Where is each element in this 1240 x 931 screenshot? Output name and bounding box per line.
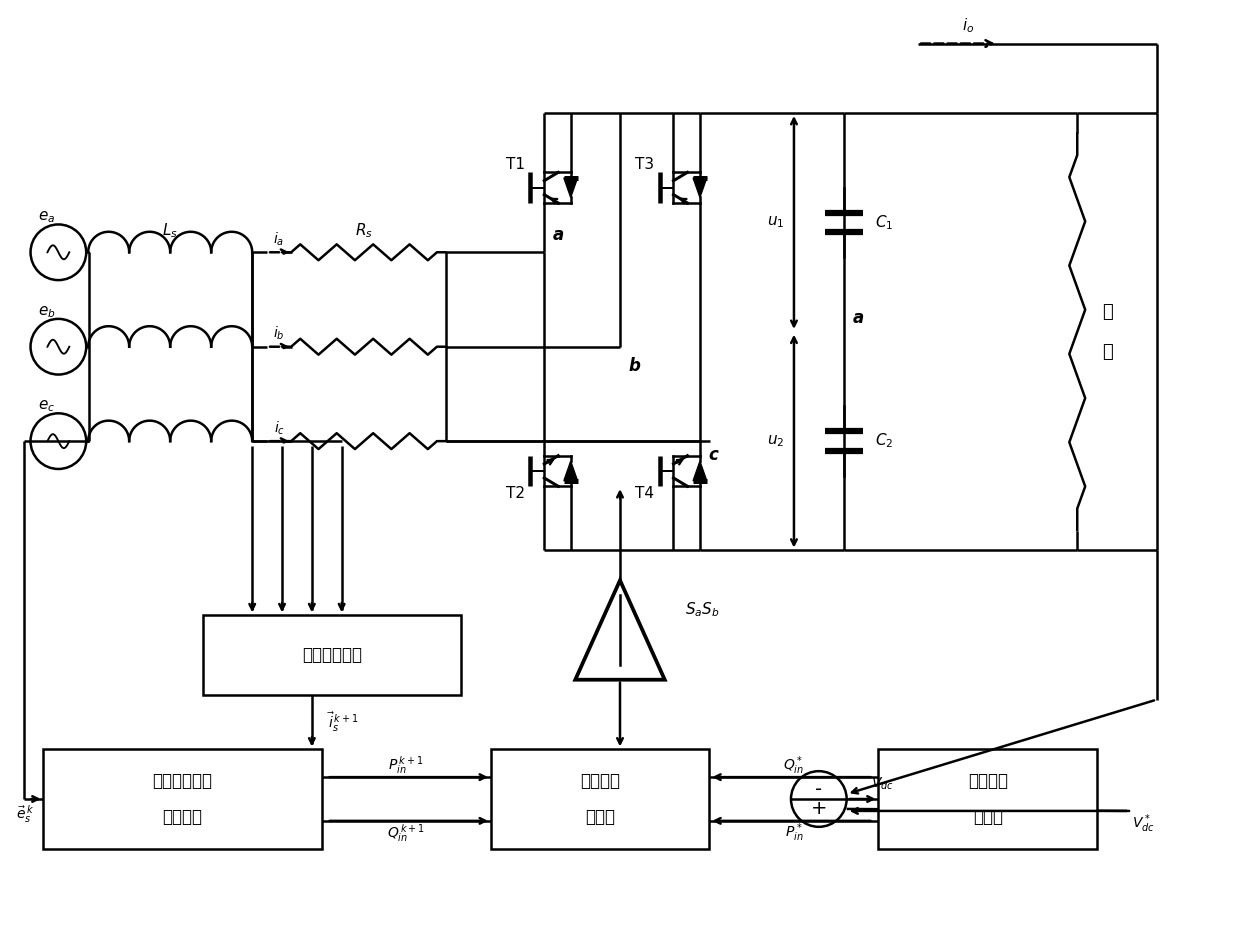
Text: -: - [815,779,822,799]
Text: $Q_{in}^*$: $Q_{in}^*$ [784,754,805,776]
Text: $\boldsymbol{a}$: $\boldsymbol{a}$ [852,309,864,327]
Text: $S_aS_b$: $S_aS_b$ [684,600,719,619]
Bar [878,749,1097,849]
Text: $\vec{i}_s^{\,k+1}$: $\vec{i}_s^{\,k+1}$ [327,710,358,734]
Text: T2: T2 [506,486,525,501]
Text: $L_s$: $L_s$ [162,221,179,240]
Text: $C_2$: $C_2$ [875,432,894,451]
Bar [491,749,709,849]
Text: $R_s$: $R_s$ [355,221,373,240]
Polygon shape [693,461,707,480]
Bar [43,749,322,849]
Text: 最小化: 最小化 [585,808,615,826]
Text: $P_{in}^{\,k+1}$: $P_{in}^{\,k+1}$ [388,754,424,776]
Text: $i_o$: $i_o$ [962,16,975,35]
Text: 负: 负 [1102,303,1112,321]
Text: 预测电流矢量: 预测电流矢量 [301,646,362,664]
Text: $i_a$: $i_a$ [274,231,285,248]
Text: $V_{dc}$: $V_{dc}$ [872,776,894,792]
Text: $i_b$: $i_b$ [273,325,285,343]
Text: $u_1$: $u_1$ [766,215,784,230]
Bar [202,615,461,695]
Text: $e_c$: $e_c$ [38,398,55,414]
Text: $\boldsymbol{b}$: $\boldsymbol{b}$ [627,357,641,374]
Text: $u_2$: $u_2$ [766,433,784,449]
Text: $\vec{e}_s^{\,k}$: $\vec{e}_s^{\,k}$ [16,803,33,825]
Text: T3: T3 [635,157,653,172]
Text: $Q_{in}^{\,k+1}$: $Q_{in}^{\,k+1}$ [387,822,425,843]
Text: T1: T1 [506,157,525,172]
Text: $i_c$: $i_c$ [274,420,285,437]
Text: 无功功率: 无功功率 [162,808,202,826]
Text: $e_a$: $e_a$ [38,209,55,225]
Text: 控制器: 控制器 [973,808,1003,826]
Text: $\boldsymbol{c}$: $\boldsymbol{c}$ [708,446,719,465]
Text: +: + [811,800,827,818]
Text: $P_{in}^*$: $P_{in}^*$ [785,821,804,844]
Text: $V_{dc}^*$: $V_{dc}^*$ [1132,813,1154,835]
Polygon shape [564,178,578,197]
Text: $e_b$: $e_b$ [37,304,56,319]
Text: $\boldsymbol{a}$: $\boldsymbol{a}$ [552,226,564,244]
Polygon shape [693,178,707,197]
Text: $C_1$: $C_1$ [875,213,894,232]
Text: 载: 载 [1102,343,1112,360]
Polygon shape [564,461,578,480]
Text: T4: T4 [635,486,653,501]
Text: 比例积分: 比例积分 [967,772,1008,790]
Text: 预测有功功率: 预测有功功率 [153,772,212,790]
Text: 代价函数: 代价函数 [580,772,620,790]
